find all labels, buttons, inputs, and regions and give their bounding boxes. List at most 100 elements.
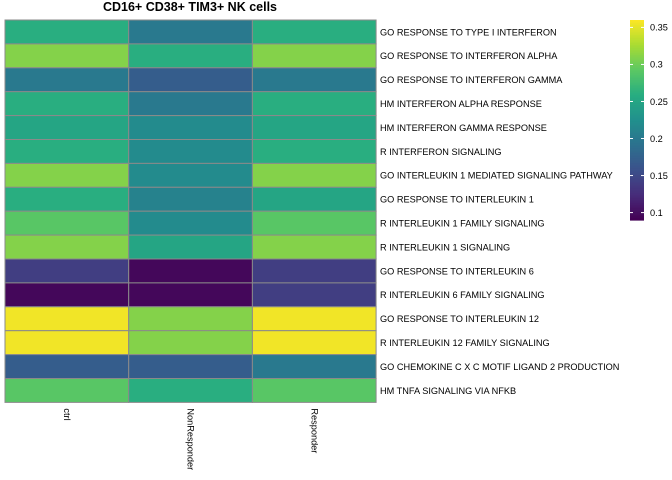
colorbar-segment (630, 168, 644, 171)
heatmap-cell (4, 139, 130, 164)
colorbar-segment (630, 100, 644, 103)
colorbar-segment (630, 61, 644, 64)
colorbar-segment (630, 160, 644, 163)
heatmap-cell (251, 378, 377, 403)
row-label: HM TNFA SIGNALING VIA NFKB (380, 386, 516, 396)
colorbar-segment (630, 208, 644, 211)
column-label: NonResponder (186, 408, 196, 470)
colorbar-segment (630, 178, 644, 181)
colorbar-tick-label: 0.1 (650, 208, 663, 218)
heatmap-cell (4, 186, 130, 212)
heatmap-cell (4, 258, 130, 284)
colorbar-segment (630, 175, 644, 178)
colorbar-segment (630, 50, 644, 53)
colorbar-segment (630, 176, 644, 179)
colorbar-segment (630, 173, 644, 176)
colorbar-segment (630, 186, 644, 189)
colorbar-tick-label: 0.25 (650, 97, 668, 107)
colorbar-segment (630, 140, 644, 143)
colorbar-segment (630, 201, 644, 204)
row-label: R INTERLEUKIN 1 SIGNALING (380, 242, 510, 252)
colorbar: 0.1 0.15 0.2 0.25 0.3 0.35 (630, 20, 668, 221)
heatmap-cell (128, 210, 253, 236)
colorbar-segment (630, 43, 644, 46)
colorbar-segment (630, 45, 644, 48)
heatmap-cell (251, 354, 377, 380)
colorbar-segment (630, 213, 644, 216)
colorbar-segment (630, 211, 644, 214)
row-label: GO CHEMOKINE C X C MOTIF LIGAND 2 PRODUC… (380, 362, 619, 372)
colorbar-segment (630, 38, 644, 41)
colorbar-segment (630, 36, 644, 39)
colorbar-segment (630, 216, 644, 219)
colorbar-segment (630, 55, 644, 58)
heatmap-cell (251, 186, 377, 212)
colorbar-segment (630, 68, 644, 71)
colorbar-segment (630, 40, 644, 43)
colorbar-segment (630, 25, 644, 28)
row-label: GO RESPONSE TO TYPE I INTERFERON (380, 27, 557, 37)
colorbar-segment (630, 195, 644, 198)
colorbar-segment (630, 158, 644, 161)
colorbar-segment (630, 91, 644, 94)
colorbar-segment (630, 76, 644, 79)
colorbar-segment (630, 81, 644, 84)
colorbar-segment (630, 150, 644, 153)
colorbar-segment (630, 96, 644, 99)
heatmap-cell (128, 43, 253, 69)
colorbar-segment (630, 193, 644, 196)
heatmap-cell (128, 378, 253, 403)
colorbar-segment (630, 113, 644, 116)
heatmap-cell (128, 354, 253, 380)
heatmap-cell (128, 306, 253, 332)
colorbar-segment (630, 196, 644, 199)
colorbar-segment (630, 48, 644, 51)
colorbar-segment (630, 63, 644, 66)
colorbar-segment (630, 105, 644, 108)
colorbar-segment (630, 41, 644, 44)
colorbar-segment (630, 188, 644, 191)
heatmap-cell (128, 162, 253, 188)
colorbar-tick-label: 0.2 (650, 134, 663, 144)
colorbar-tick-label: 0.3 (650, 60, 663, 70)
heatmap-cell (251, 162, 377, 188)
row-label: GO RESPONSE TO INTERLEUKIN 6 (380, 266, 534, 276)
colorbar-segment (630, 78, 644, 81)
heatmap-cell (4, 43, 130, 69)
colorbar-segment (630, 155, 644, 158)
heatmap-cell (4, 282, 130, 308)
colorbar-segment (630, 218, 644, 221)
heatmap-cell (128, 282, 253, 308)
colorbar-segment (630, 33, 644, 36)
colorbar-segment (630, 181, 644, 184)
heatmap-cell (4, 306, 130, 332)
row-label: R INTERLEUKIN 12 FAMILY SIGNALING (380, 338, 550, 348)
colorbar-segment (630, 148, 644, 151)
colorbar-segment (630, 180, 644, 183)
colorbar-segment (630, 66, 644, 69)
colorbar-segment (630, 133, 644, 136)
colorbar-segment (630, 75, 644, 78)
colorbar-segment (630, 31, 644, 34)
heatmap-cell (251, 139, 377, 164)
colorbar-segment (630, 136, 644, 139)
colorbar-segment (630, 141, 644, 144)
colorbar-segment (630, 88, 644, 91)
colorbar-segment (630, 121, 644, 124)
colorbar-segment (630, 80, 644, 83)
colorbar-segment (630, 20, 644, 23)
colorbar-segment (630, 35, 644, 38)
row-label: R INTERFERON SIGNALING (380, 147, 502, 157)
row-label: R INTERLEUKIN 6 FAMILY SIGNALING (380, 290, 545, 300)
row-label: HM INTERFERON ALPHA RESPONSE (380, 99, 542, 109)
heatmap-cell (251, 91, 377, 117)
colorbar-segment (630, 126, 644, 129)
colorbar-segment (630, 190, 644, 193)
colorbar-segment (630, 135, 644, 138)
colorbar-segment (630, 51, 644, 54)
chart-title: CD16+ CD38+ TIM3+ NK cells (103, 0, 277, 14)
heatmap-cell (4, 330, 130, 356)
colorbar-segment (630, 146, 644, 149)
heatmap-cell (128, 258, 253, 284)
colorbar-segment (630, 200, 644, 203)
